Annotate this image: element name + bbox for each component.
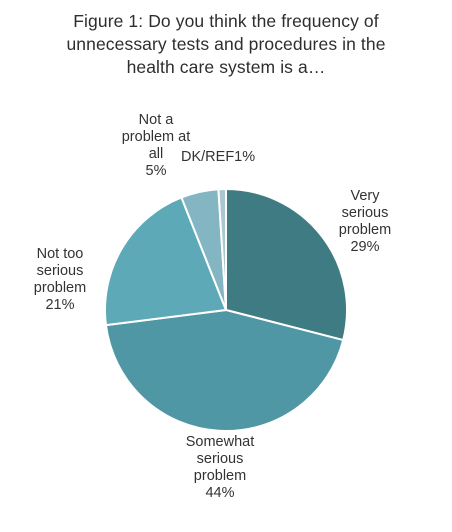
slice-label-not-a-problem: Not a problem at all 5% (106, 112, 206, 180)
pie-slice-very-serious (225, 188, 348, 342)
slice-value-very-serious: 29% (350, 239, 380, 255)
slice-label-very-serious-line-1: Very (350, 188, 380, 204)
slice-label-somewhat-serious-line-3: problem (193, 468, 247, 484)
pie-slice-not-too-serious (104, 196, 227, 327)
slice-label-not-too-serious-line-2: serious (36, 263, 84, 279)
slice-value-not-too-serious: 21% (45, 297, 75, 313)
pie-slice-somewhat-serious (104, 309, 345, 432)
chart-title-line-1: Figure 1: Do you think the frequency of (73, 11, 379, 31)
slice-label-not-a-problem-line-3: all (148, 146, 164, 162)
slice-label-not-a-problem-line-2: problem at (121, 129, 191, 145)
slice-label-dk-ref-text: DK/REF (181, 149, 235, 165)
slice-label-somewhat-serious-line-1: Somewhat (185, 434, 255, 450)
slice-value-somewhat-serious: 44% (205, 485, 235, 501)
slice-label-not-too-serious: Not too serious problem 21% (10, 246, 110, 314)
chart-title-line-2: unnecessary tests and procedures in the (66, 34, 386, 54)
slice-label-not-too-serious-line-1: Not too (36, 246, 84, 262)
chart-title-line-3: health care system is a… (126, 57, 326, 77)
slice-label-very-serious: Very serious problem 29% (318, 188, 412, 256)
slice-value-not-a-problem: 5% (145, 163, 167, 179)
slice-label-somewhat-serious: Somewhat serious problem 44% (160, 434, 280, 502)
slice-label-not-too-serious-line-3: problem (33, 280, 87, 296)
slice-label-very-serious-line-3: problem (338, 222, 392, 238)
slice-label-not-a-problem-line-1: Not a (138, 112, 174, 128)
slice-label-somewhat-serious-line-2: serious (196, 451, 244, 467)
pie-slice-dk-ref (217, 188, 227, 311)
slice-label-very-serious-line-2: serious (341, 205, 389, 221)
slice-value-dk-ref: 1% (234, 149, 256, 165)
slice-label-dk-ref: DK/REF1% (181, 149, 255, 166)
